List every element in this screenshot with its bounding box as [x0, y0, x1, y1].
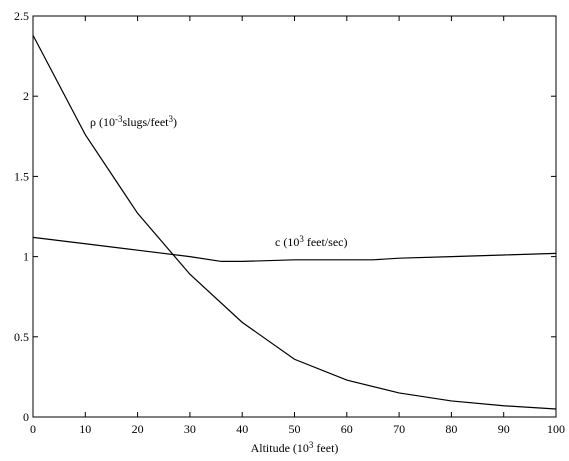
x-tick-label: 10 [79, 422, 91, 436]
text-part: ) [173, 115, 177, 129]
x-tick-label: 20 [132, 422, 144, 436]
text-part: slugs/feet [122, 115, 169, 129]
x-axis-label: Altitude (103 feet) [251, 440, 339, 455]
data-line [32, 236, 557, 263]
superscript: 3 [299, 234, 304, 244]
annotation: ρ (10-3slugs/feet3) [90, 114, 177, 129]
x-tick-label: 60 [341, 422, 353, 436]
y-tick-label: 2.5 [14, 9, 29, 23]
y-tick-label: 0.5 [14, 330, 29, 344]
y-tick-label: 1 [23, 250, 29, 264]
superscript: 3 [168, 114, 173, 124]
superscript: 3 [309, 440, 314, 450]
x-tick-label: 30 [184, 422, 196, 436]
y-tick-label: 2 [23, 89, 29, 103]
x-tick-label: 0 [30, 422, 36, 436]
x-tick-label: 100 [547, 422, 565, 436]
x-tick-label: 80 [445, 422, 457, 436]
data-line [32, 34, 557, 410]
x-tick-label: 50 [289, 422, 301, 436]
text-part: ρ (10 [90, 115, 115, 129]
x-tick-label: 90 [498, 422, 510, 436]
superscript: -3 [115, 114, 123, 124]
text-part: feet) [313, 441, 338, 455]
annotation: c (103 feet/sec) [275, 234, 347, 249]
text-part: c (10 [275, 235, 299, 249]
text-part: feet/sec) [304, 235, 348, 249]
x-tick-label: 70 [393, 422, 405, 436]
x-tick-label: 40 [236, 422, 248, 436]
plot-frame [32, 15, 557, 418]
y-tick-label: 1.5 [14, 169, 29, 183]
text-part: Altitude (10 [251, 441, 309, 455]
y-tick-label: 0 [23, 410, 29, 424]
